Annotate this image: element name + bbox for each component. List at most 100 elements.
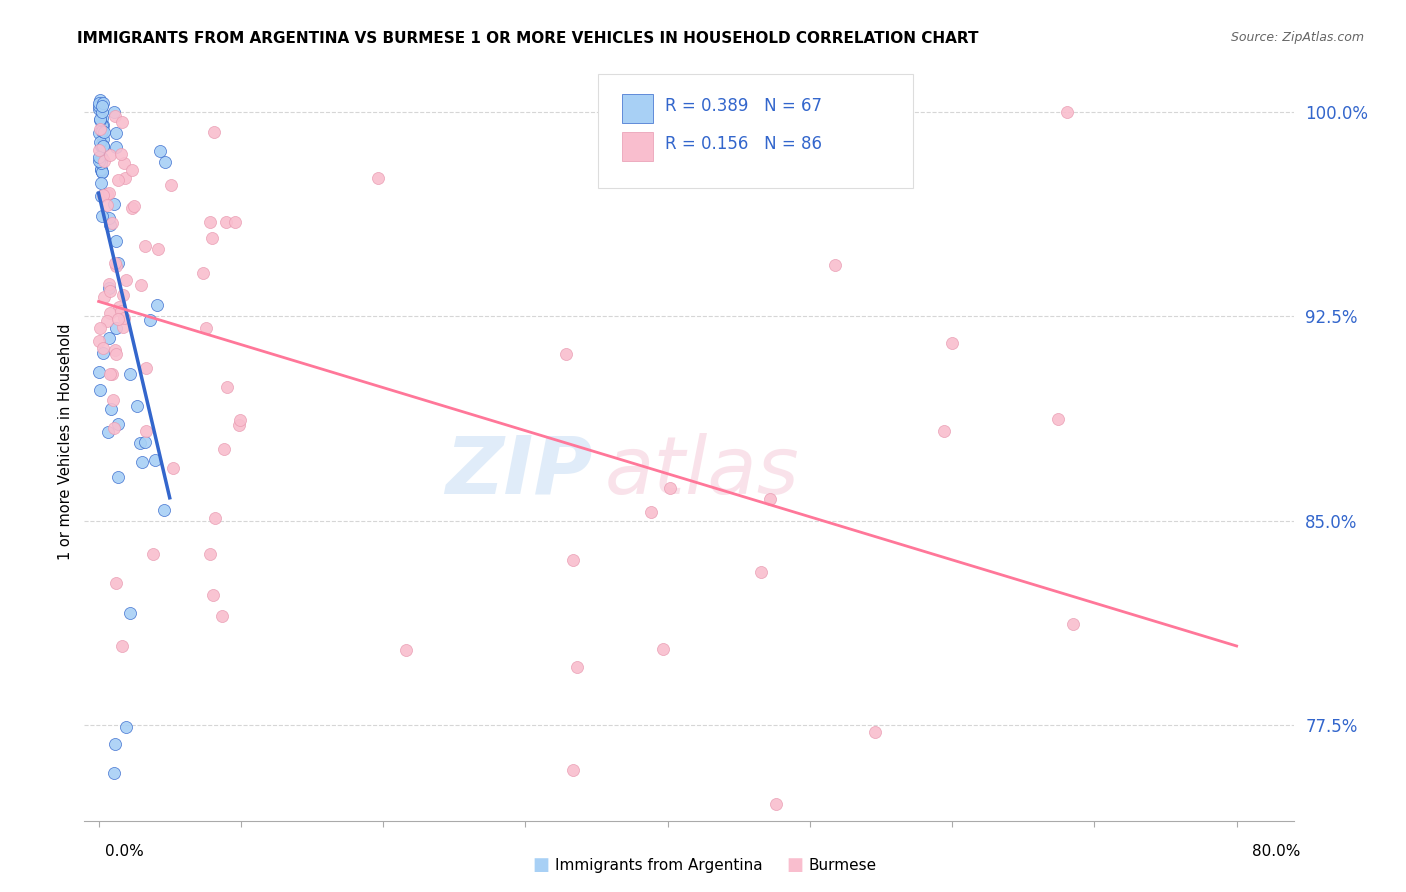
Point (824, 259, 846, 273)
Point (111, 288, 134, 302)
Point (91, 138, 114, 153)
Point (91, 188, 114, 202)
Point (932, 425, 955, 439)
Point (100, 402, 122, 417)
Point (620, 855, 643, 869)
Point (138, 313, 160, 327)
Point (89, 126, 111, 140)
Point (111, 114, 134, 128)
Point (100, 367, 122, 381)
Text: Source: ZipAtlas.com: Source: ZipAtlas.com (1230, 31, 1364, 45)
Text: Immigrants from Argentina: Immigrants from Argentina (555, 858, 763, 872)
Point (104, 737, 127, 751)
Point (112, 311, 135, 326)
Point (128, 436, 150, 450)
Point (142, 547, 165, 561)
Text: 0.0%: 0.0% (105, 845, 145, 859)
Point (107, 256, 129, 270)
Point (640, 505, 662, 519)
Point (114, 170, 136, 185)
Point (211, 609, 233, 624)
Point (89, 112, 111, 127)
Point (104, 343, 127, 357)
Point (89, 143, 111, 157)
FancyBboxPatch shape (599, 74, 912, 187)
Point (101, 216, 124, 230)
Point (89, 154, 111, 169)
Point (162, 460, 184, 475)
Point (200, 215, 222, 229)
Point (125, 400, 148, 414)
Point (89, 150, 111, 164)
Text: Burmese: Burmese (808, 858, 876, 872)
Point (87, 99, 110, 113)
Point (105, 321, 128, 335)
Point (103, 196, 125, 211)
Point (105, 140, 128, 154)
Point (122, 199, 145, 213)
Point (224, 215, 246, 229)
Point (104, 256, 127, 270)
Point (91, 345, 114, 359)
Point (110, 147, 132, 161)
Point (195, 321, 218, 335)
Point (98, 368, 121, 382)
Point (135, 360, 157, 375)
Text: R = 0.389   N = 67: R = 0.389 N = 67 (665, 96, 821, 115)
Point (93, 125, 115, 139)
Point (765, 797, 787, 811)
Point (90, 124, 112, 138)
Point (115, 720, 138, 734)
Point (395, 643, 418, 657)
Point (89, 112, 111, 126)
Point (89, 121, 111, 136)
Point (1062, 616, 1084, 631)
Text: ZIP: ZIP (444, 433, 592, 511)
Point (941, 335, 963, 350)
Point (97, 281, 120, 295)
Point (651, 642, 673, 657)
Point (135, 425, 157, 439)
Point (100, 306, 122, 320)
Text: 80.0%: 80.0% (1253, 845, 1301, 859)
Point (98, 331, 121, 345)
Point (90, 138, 112, 153)
Point (104, 347, 127, 361)
Point (93, 153, 115, 168)
Point (107, 173, 129, 187)
Point (90, 139, 112, 153)
Point (90, 189, 112, 203)
Point (148, 243, 170, 257)
Point (107, 469, 129, 483)
Point (104, 126, 127, 140)
Y-axis label: 1 or more Vehicles in Household: 1 or more Vehicles in Household (58, 323, 73, 560)
Point (114, 156, 136, 170)
Point (153, 503, 176, 517)
Point (134, 434, 156, 449)
Point (90, 111, 112, 125)
Point (98, 211, 121, 226)
Point (149, 145, 172, 159)
Point (91, 151, 114, 165)
Text: atlas: atlas (605, 433, 799, 511)
Point (112, 319, 135, 334)
Point (90, 105, 112, 120)
Point (1047, 412, 1070, 426)
Point (134, 239, 156, 253)
Point (201, 231, 224, 245)
Point (565, 659, 588, 673)
Point (118, 367, 141, 381)
Point (89, 321, 111, 335)
Point (153, 154, 176, 169)
Point (90, 153, 112, 167)
Text: R = 0.156   N = 86: R = 0.156 N = 86 (665, 135, 821, 153)
Point (91, 139, 114, 153)
Point (91, 118, 114, 132)
Point (87, 365, 110, 379)
Point (751, 566, 773, 580)
Point (110, 304, 132, 318)
Point (89, 383, 111, 397)
Point (89, 136, 111, 150)
Point (89, 102, 111, 116)
Point (96, 314, 118, 328)
